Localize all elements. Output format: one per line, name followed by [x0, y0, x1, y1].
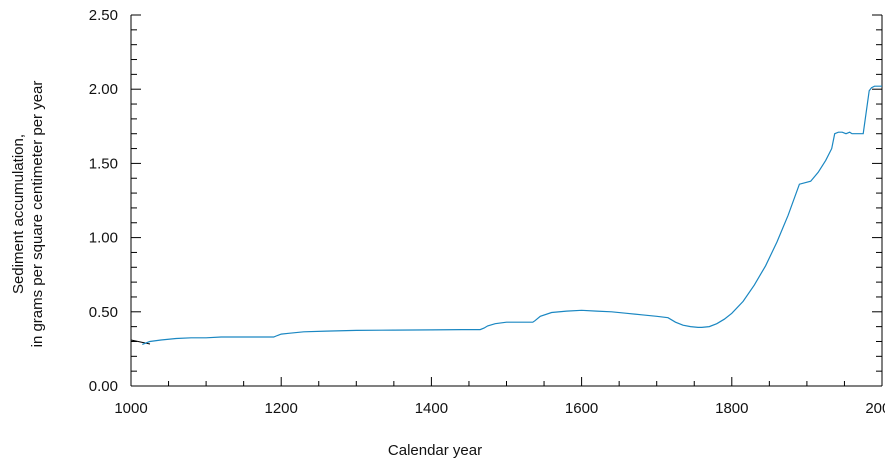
y-tick-label: 0.50	[89, 304, 118, 321]
y-axis-title-line-1: Sediment accumulation,	[10, 134, 27, 294]
left-cut-segment	[130, 339, 151, 345]
series-line	[142, 85, 882, 345]
x-tick-label: 1800	[715, 400, 748, 417]
y-axis-title-line-2: in grams per square centimeter per year	[29, 81, 46, 348]
x-tick-label: 1600	[565, 400, 598, 417]
y-tick-label: 1.00	[89, 230, 118, 247]
x-tick-label: 2000	[865, 400, 885, 417]
x-tick-label: 1200	[265, 400, 298, 417]
x-tick-label: 1400	[415, 400, 448, 417]
y-tick-label: 1.50	[89, 155, 118, 172]
y-tick-label: 2.00	[89, 81, 118, 98]
y-tick-label: 2.50	[89, 7, 118, 24]
x-tick-label: 1000	[114, 400, 147, 417]
y-tick-label: 0.00	[89, 378, 118, 395]
x-axis-title: Calendar year	[388, 442, 482, 459]
